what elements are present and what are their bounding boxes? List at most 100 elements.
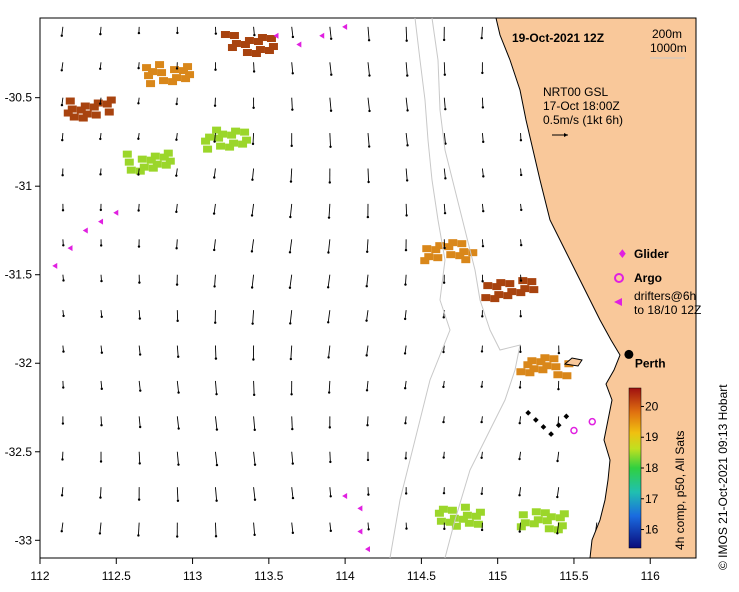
current-arrow-head bbox=[519, 279, 523, 282]
current-arrow bbox=[252, 310, 255, 324]
current-vectors bbox=[60, 26, 598, 538]
sst-pixel bbox=[424, 253, 434, 261]
current-arrow bbox=[251, 239, 255, 252]
sst-pixel bbox=[520, 285, 530, 293]
current-arrow bbox=[99, 522, 102, 534]
sst-pixel bbox=[475, 508, 485, 516]
sst-pixel bbox=[255, 46, 265, 54]
current-arrow bbox=[213, 203, 216, 214]
current-arrow-head bbox=[62, 386, 65, 389]
current-arrow bbox=[366, 345, 369, 356]
depth-legend-200m: 200m bbox=[652, 27, 682, 41]
sst-pixel bbox=[540, 509, 550, 517]
current-arrow-head bbox=[215, 428, 219, 431]
sst-pixel bbox=[89, 103, 99, 111]
current-arrow bbox=[405, 133, 408, 146]
current-arrow bbox=[366, 380, 369, 391]
current-arrow bbox=[252, 133, 255, 144]
map-title: 19-Oct-2021 12Z bbox=[512, 31, 604, 45]
current-arrow bbox=[367, 26, 370, 41]
current-arrow-head bbox=[327, 391, 331, 394]
sst-pixel bbox=[562, 372, 572, 380]
sst-pixel bbox=[462, 511, 472, 519]
current-arrow-head bbox=[291, 72, 294, 75]
sst-pixel bbox=[172, 74, 182, 82]
sst-pixel bbox=[527, 357, 537, 365]
sst-pixel bbox=[218, 130, 228, 138]
current-arrow-head bbox=[137, 102, 140, 105]
current-arrow-head bbox=[137, 173, 140, 176]
sst-pixel bbox=[185, 71, 195, 79]
current-arrow-head bbox=[175, 67, 179, 70]
sst-pixel bbox=[148, 164, 158, 172]
current-arrow-head bbox=[519, 314, 522, 318]
current-arrow-head bbox=[288, 251, 292, 254]
current-arrow-head bbox=[250, 250, 254, 253]
current-arrow bbox=[214, 487, 218, 501]
current-arrow-head bbox=[404, 283, 407, 286]
current-arrow-head bbox=[213, 104, 217, 107]
glider-point bbox=[525, 409, 532, 416]
current-arrow bbox=[253, 416, 256, 430]
current-arrow-head bbox=[250, 214, 254, 217]
current-arrow-head bbox=[289, 215, 292, 219]
current-arrow-head bbox=[368, 109, 371, 113]
current-arrow-head bbox=[330, 73, 333, 76]
drifter-point bbox=[365, 546, 370, 553]
current-arrow-head bbox=[443, 211, 447, 215]
current-arrow bbox=[329, 62, 332, 75]
current-arrow bbox=[367, 416, 369, 426]
perth-marker-icon bbox=[624, 349, 634, 359]
current-arrow-head bbox=[327, 216, 331, 219]
current-arrow bbox=[176, 380, 180, 393]
current-arrow bbox=[519, 487, 522, 496]
current-arrow-head bbox=[213, 248, 216, 252]
sst-pixel bbox=[82, 110, 92, 118]
current-arrow-head bbox=[480, 350, 484, 353]
sst-pixel bbox=[106, 96, 116, 104]
sst-pixel bbox=[553, 526, 563, 534]
current-arrow-head bbox=[519, 173, 523, 177]
x-tick-label: 112.5 bbox=[102, 569, 131, 583]
current-arrow-head bbox=[100, 387, 103, 391]
sst-pixel bbox=[546, 513, 556, 521]
current-arrow-head bbox=[327, 321, 330, 324]
current-arrow bbox=[329, 26, 332, 39]
current-arrow bbox=[405, 274, 407, 285]
colorbar-tick-label: 20 bbox=[645, 399, 659, 413]
current-arrow-head bbox=[328, 426, 332, 429]
legend-drifters-label: drifters@6h bbox=[634, 289, 696, 303]
drifter-point bbox=[342, 493, 348, 500]
current-arrow bbox=[557, 451, 560, 462]
current-arrow-head bbox=[481, 244, 485, 248]
current-arrow bbox=[404, 345, 407, 354]
sst-pixel bbox=[448, 239, 458, 247]
current-arrow-head bbox=[444, 142, 447, 145]
current-arrow bbox=[138, 416, 141, 428]
current-arrow-head bbox=[215, 499, 218, 502]
sst-pixel bbox=[227, 44, 237, 52]
y-axis: -30.5 -31 -31.5 -32 -32.5 -33 bbox=[5, 91, 40, 547]
current-arrow-head bbox=[481, 71, 484, 75]
sst-pixel bbox=[150, 152, 160, 160]
sst-pixel bbox=[529, 286, 539, 294]
sst-pixel bbox=[203, 145, 213, 153]
current-arrow-head bbox=[61, 422, 65, 425]
current-arrow bbox=[556, 487, 560, 498]
current-arrow bbox=[253, 451, 256, 465]
sst-pixel bbox=[242, 49, 252, 57]
current-arrow-head bbox=[442, 491, 446, 495]
sst-pixel bbox=[434, 509, 444, 517]
current-arrow bbox=[176, 239, 178, 249]
current-arrow-head bbox=[480, 385, 483, 388]
current-arrow-head bbox=[329, 145, 332, 148]
current-arrow-head bbox=[442, 38, 446, 42]
current-arrow bbox=[253, 62, 255, 72]
current-arrow-head bbox=[442, 281, 446, 284]
credit-text: © IMOS 21-Oct-2021 09:13 Hobart bbox=[716, 384, 730, 570]
y-tick-label: -31 bbox=[15, 179, 33, 193]
sst-pixel bbox=[492, 283, 502, 291]
current-arrow-head bbox=[557, 351, 561, 355]
current-arrow-head bbox=[518, 386, 522, 389]
current-arrow bbox=[61, 487, 64, 496]
